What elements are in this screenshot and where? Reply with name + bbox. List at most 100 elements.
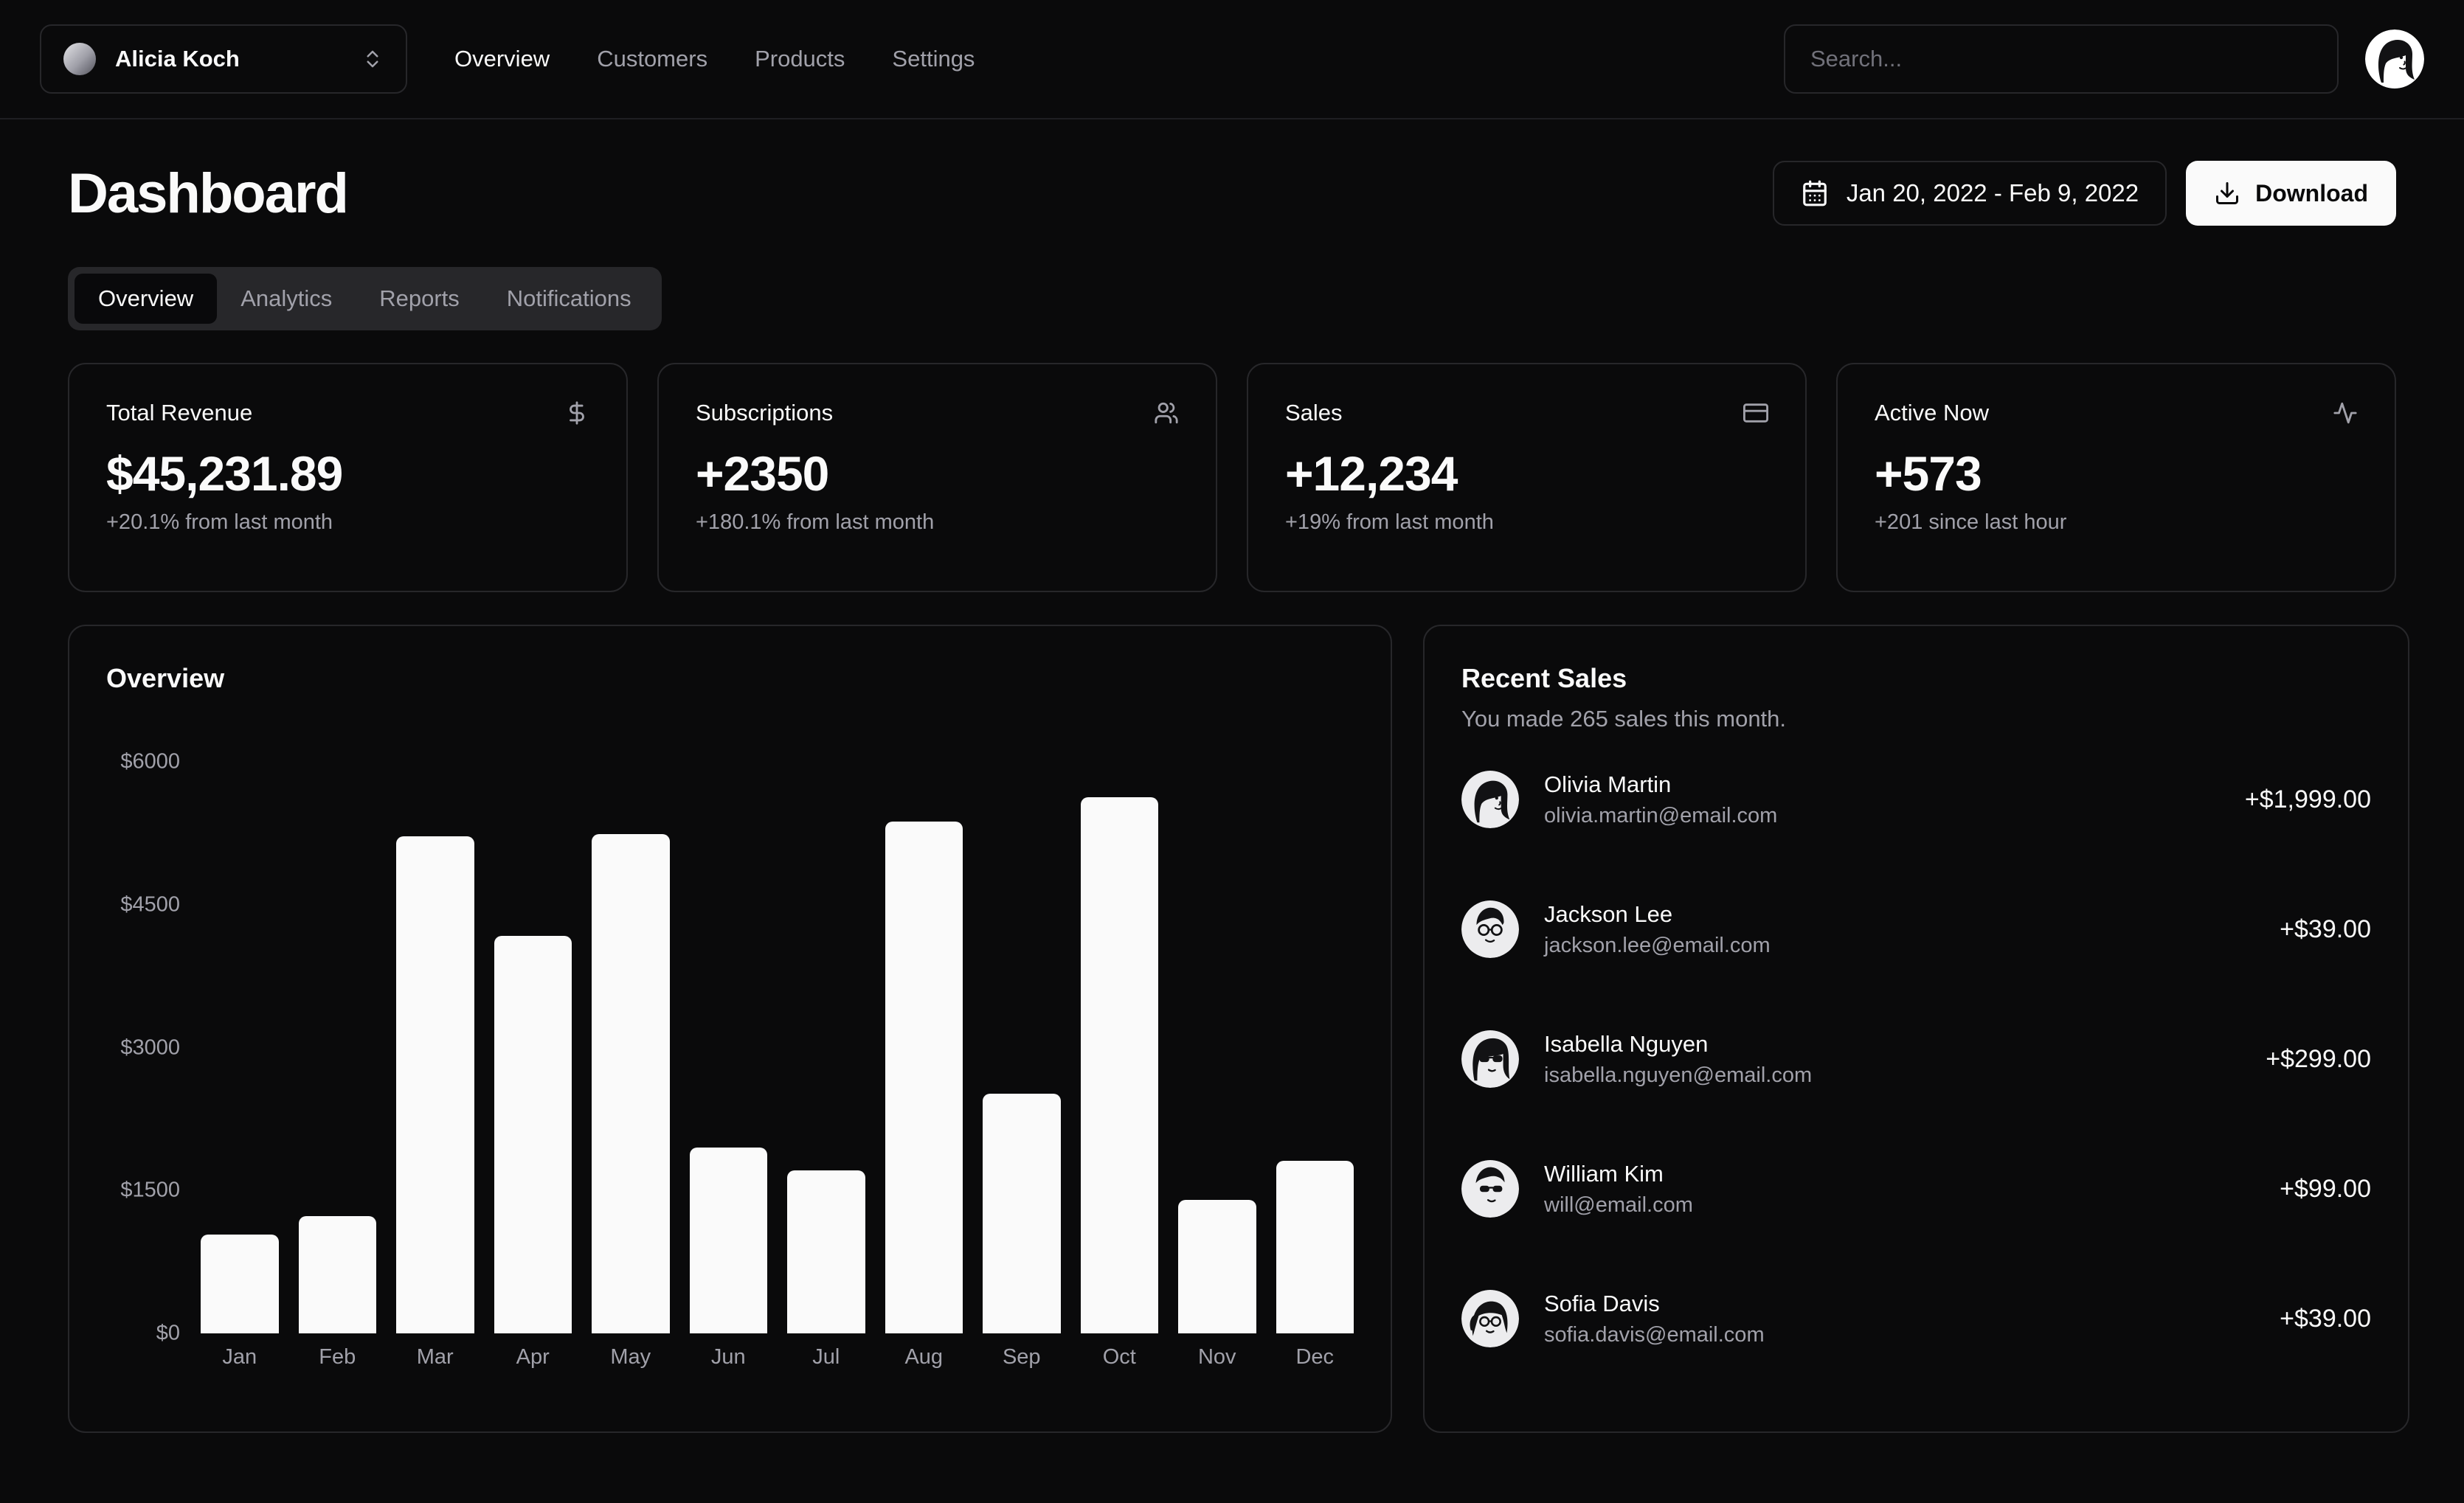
list-item: Jackson Lee jackson.lee@email.com +$39.0…	[1461, 900, 2371, 958]
tab-analytics[interactable]: Analytics	[240, 285, 333, 311]
customer-email: sofia.davis@email.com	[1544, 1322, 1765, 1347]
download-icon	[2214, 180, 2240, 206]
list-item: Isabella Nguyen isabella.nguyen@email.co…	[1461, 1030, 2371, 1088]
date-range-label: Jan 20, 2022 - Feb 9, 2022	[1846, 179, 2139, 206]
credit-card-icon	[1743, 400, 1768, 426]
avatar	[1461, 1290, 1519, 1347]
chart-bar-slot	[494, 762, 572, 1333]
tab-overview[interactable]: Overview	[75, 274, 218, 324]
list-item: William Kim will@email.com +$99.00	[1461, 1160, 2371, 1218]
stat-value: +2350	[696, 446, 829, 501]
team-avatar	[63, 43, 96, 75]
download-label: Download	[2255, 179, 2368, 206]
toolbar: Jan 20, 2022 - Feb 9, 2022 Download	[1772, 161, 2396, 226]
chart-bar	[396, 836, 474, 1333]
x-tick-label: Jul	[812, 1345, 840, 1369]
stat-change: +20.1% from last month	[106, 510, 333, 534]
chart-bar-slot	[1080, 762, 1158, 1333]
chart-bars	[201, 762, 1354, 1333]
chart-bar-slot	[298, 762, 376, 1333]
nav-item-overview[interactable]: Overview	[454, 46, 550, 72]
chart-bar	[1276, 1161, 1354, 1333]
chart-bar-slot	[201, 762, 279, 1333]
chart-bar	[885, 822, 963, 1333]
chart-bar	[592, 834, 670, 1333]
chart-bar	[1178, 1200, 1256, 1333]
download-button[interactable]: Download	[2186, 161, 2396, 226]
stat-card-sales: Sales +12,234 +19% from last month	[1247, 363, 1807, 592]
stat-card-active-now: Active Now +573 +201 since last hour	[1836, 363, 2396, 592]
y-tick-label: $1500	[120, 1178, 180, 1202]
stat-title: Sales	[1285, 400, 1343, 426]
x-tick-label: Nov	[1197, 1345, 1236, 1369]
x-tick-label: Sep	[1002, 1345, 1041, 1369]
dollar-sign-icon	[564, 400, 589, 426]
stat-change: +180.1% from last month	[696, 510, 935, 534]
x-tick-label: Aug	[904, 1345, 944, 1369]
recent-sales-card: Recent Sales You made 265 sales this mon…	[1423, 625, 2409, 1433]
sale-amount: +$299.00	[2266, 1044, 2371, 1073]
activity-icon	[2333, 400, 2358, 426]
stat-card-total-revenue: Total Revenue $45,231.89 +20.1% from las…	[68, 363, 628, 592]
chart-bar-slot	[1276, 762, 1354, 1333]
customer-name: Jackson Lee	[1544, 900, 1673, 927]
revenue-bar-chart: $6000 $4500 $3000 $1500 $0	[106, 750, 1354, 1345]
chart-bar	[787, 1170, 865, 1333]
customer-email: jackson.lee@email.com	[1544, 933, 1771, 957]
recent-sales-title: Recent Sales	[1461, 663, 1627, 693]
chart-bar	[1080, 796, 1158, 1333]
chevrons-up-down-icon	[361, 48, 384, 70]
y-tick-label: $3000	[120, 1035, 180, 1059]
customer-name: William Kim	[1544, 1160, 1664, 1187]
chart-bar	[494, 936, 572, 1333]
stat-value: +12,234	[1285, 446, 1458, 501]
chart-y-axis: $6000 $4500 $3000 $1500 $0	[106, 750, 180, 1345]
search-input[interactable]	[1784, 24, 2339, 94]
stat-title: Active Now	[1875, 400, 1990, 426]
calendar-icon	[1801, 179, 1829, 207]
sale-amount: +$1,999.00	[2244, 785, 2371, 813]
x-tick-label: May	[610, 1345, 651, 1369]
tab-notifications[interactable]: Notifications	[506, 285, 631, 311]
sale-amount: +$39.00	[2280, 1304, 2371, 1333]
chart-bar	[689, 1148, 767, 1333]
x-tick-label: Jun	[710, 1345, 746, 1369]
x-tick-label: Feb	[319, 1345, 356, 1369]
stat-title: Subscriptions	[696, 400, 834, 426]
avatar	[1461, 1030, 1519, 1088]
tab-list: Overview Analytics Reports Notifications	[68, 267, 662, 330]
chart-bar-slot	[983, 762, 1061, 1333]
x-tick-label: Dec	[1295, 1345, 1335, 1369]
x-tick-label: Mar	[416, 1345, 454, 1369]
chart-bar-slot	[592, 762, 670, 1333]
nav-item-products[interactable]: Products	[755, 46, 845, 72]
chart-bar-slot	[689, 762, 767, 1333]
stat-card-subscriptions: Subscriptions +2350 +180.1% from last mo…	[657, 363, 1217, 592]
sale-amount: +$99.00	[2280, 1174, 2371, 1203]
stat-change: +19% from last month	[1285, 510, 1494, 534]
nav-item-customers[interactable]: Customers	[597, 46, 708, 72]
stats-row: Total Revenue $45,231.89 +20.1% from las…	[68, 363, 2396, 592]
y-tick-label: $6000	[120, 749, 180, 774]
avatar	[1461, 900, 1519, 958]
chart-bar	[298, 1216, 376, 1333]
date-range-picker[interactable]: Jan 20, 2022 - Feb 9, 2022	[1772, 161, 2167, 226]
team-switcher[interactable]: Alicia Koch	[40, 24, 407, 94]
x-tick-label: Jan	[222, 1345, 257, 1369]
chart-bar-slot	[396, 762, 474, 1333]
tab-reports[interactable]: Reports	[379, 285, 460, 311]
chart-x-axis: Jan Feb Mar Apr May Jun Jul Aug Sep Oct Nov Dec	[201, 1345, 1354, 1370]
nav-item-settings[interactable]: Settings	[892, 46, 975, 72]
page-title: Dashboard	[68, 162, 349, 225]
x-tick-label: Apr	[516, 1345, 550, 1369]
chart-bar-slot	[1178, 762, 1256, 1333]
list-item: Sofia Davis sofia.davis@email.com +$39.0…	[1461, 1290, 2371, 1347]
chart-title: Overview	[106, 663, 225, 693]
chart-bar-slot	[787, 762, 865, 1333]
user-avatar[interactable]	[2365, 29, 2424, 88]
chart-bar	[201, 1234, 279, 1333]
stat-value: +573	[1875, 446, 1982, 501]
chart-bar	[983, 1093, 1061, 1333]
stat-title: Total Revenue	[106, 400, 253, 426]
recent-sales-subtitle: You made 265 sales this month.	[1461, 706, 1787, 732]
